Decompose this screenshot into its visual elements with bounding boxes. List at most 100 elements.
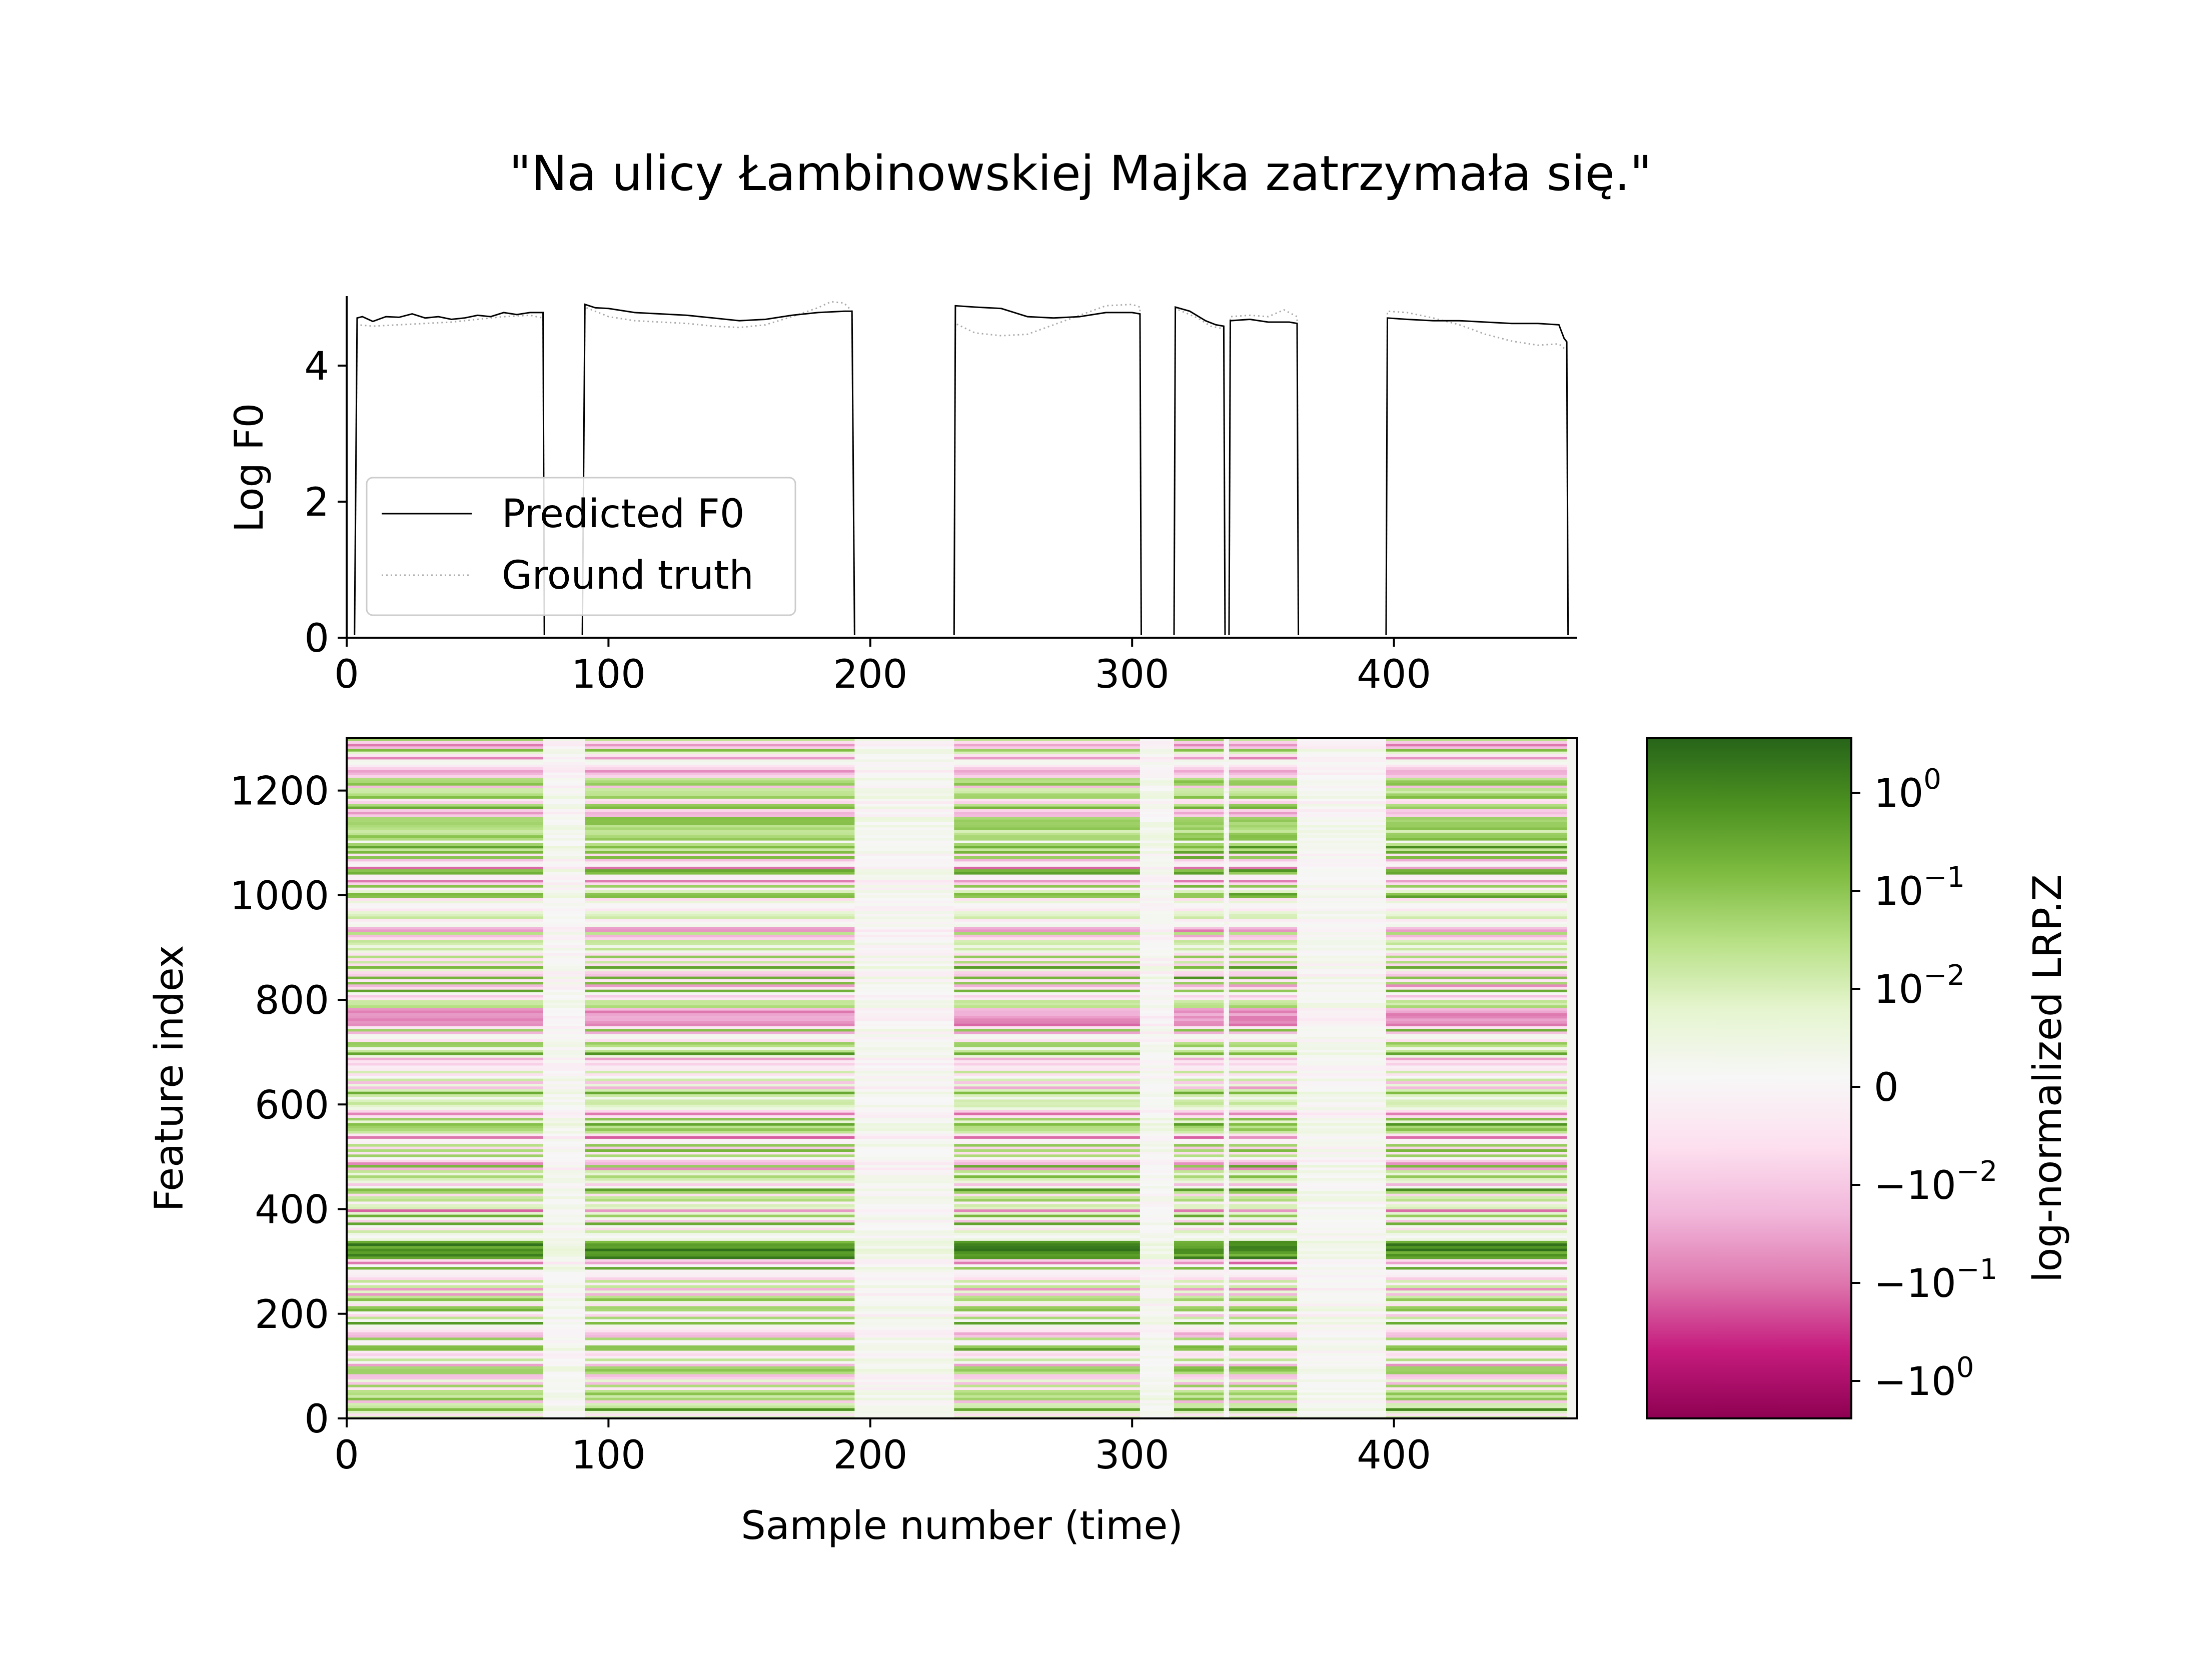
heatmap-cell: [1229, 989, 1298, 992]
heatmap-cell: [1229, 835, 1298, 838]
heatmap-cell: [543, 827, 585, 830]
heatmap-cell: [543, 1070, 585, 1074]
heatmap-cell: [1140, 1073, 1175, 1076]
heatmap-cell: [1297, 900, 1387, 904]
f0-x-tick-label: 200: [833, 652, 907, 697]
heatmap-cell: [954, 1227, 1141, 1230]
heatmap-cell: [1174, 1039, 1224, 1042]
heatmap-cell: [1140, 1300, 1175, 1304]
heatmap-cell: [1297, 1389, 1387, 1393]
heatmap-cell: [1140, 1295, 1175, 1298]
heatmap-cell: [585, 994, 855, 998]
heatmap-cell: [1174, 824, 1224, 828]
heatmap-cell: [1174, 1217, 1224, 1220]
heatmap-cell: [1140, 887, 1175, 890]
heatmap-cell: [1297, 1198, 1387, 1202]
heatmap-cell: [854, 762, 954, 765]
heatmap-cell: [543, 1410, 585, 1414]
heatmap-cell: [954, 1036, 1141, 1040]
heatmap-cell: [1174, 1316, 1224, 1319]
heatmap-cell: [1229, 1130, 1298, 1134]
heatmap-cell: [543, 1295, 585, 1298]
heatmap-cell: [1140, 814, 1175, 817]
heatmap-cell: [543, 890, 585, 893]
heatmap-cell: [954, 895, 1141, 898]
heatmap-cell: [1174, 1070, 1224, 1074]
heatmap-cell: [1386, 814, 1567, 817]
heatmap-cell: [1140, 1088, 1175, 1092]
heatmap-cell: [1386, 986, 1567, 990]
heatmap-cell: [1224, 1151, 1230, 1155]
heatmap-cell: [954, 1065, 1141, 1068]
heatmap-cell: [1229, 1109, 1298, 1113]
heatmap-cell: [1297, 1211, 1387, 1215]
heatmap-cell: [1386, 945, 1567, 948]
heatmap-cell: [347, 1217, 544, 1220]
heatmap-cell: [954, 1086, 1141, 1089]
heatmap-cell: [1140, 1015, 1175, 1019]
heatmap-cell: [954, 1130, 1141, 1134]
heatmap-cell: [854, 1013, 954, 1016]
heatmap-cell: [1224, 853, 1230, 856]
heatmap-cell: [347, 1044, 544, 1047]
heatmap-cell: [347, 913, 544, 917]
heatmap-cell: [1297, 1133, 1387, 1136]
heatmap-cell: [1174, 827, 1224, 830]
heatmap-cell: [585, 1340, 855, 1343]
heatmap-cell: [854, 866, 954, 870]
heatmap-cell: [854, 877, 954, 880]
heatmap-cell: [1224, 1211, 1230, 1215]
heatmap-cell: [854, 1415, 954, 1419]
heatmap-cell: [347, 963, 544, 966]
heatmap-cell: [954, 1240, 1141, 1244]
heatmap-cell: [1386, 1054, 1567, 1058]
heatmap-cell: [1229, 1156, 1298, 1160]
heatmap-cell: [854, 1041, 954, 1045]
heatmap-cell: [1224, 856, 1230, 859]
heatmap-cell: [1297, 1149, 1387, 1152]
heatmap-cell: [954, 830, 1141, 833]
heatmap-cell: [1386, 1088, 1567, 1092]
heatmap-cell: [1140, 1214, 1175, 1217]
heatmap-cell: [1140, 1251, 1175, 1254]
heatmap-cell: [1297, 1392, 1387, 1395]
heatmap-cell: [1140, 754, 1175, 757]
heatmap-cell: [954, 1102, 1141, 1105]
f0-x-tick-label: 400: [1357, 652, 1431, 697]
heatmap-cell: [1224, 1104, 1230, 1108]
heatmap-cell: [585, 1078, 855, 1081]
heatmap-cell: [1224, 1300, 1230, 1304]
heatmap-cell: [1140, 1190, 1175, 1194]
heatmap-cell: [585, 887, 855, 890]
heatmap-cell: [1297, 1337, 1387, 1340]
heatmap-cell: [854, 1109, 954, 1113]
heatmap-cell: [1224, 762, 1230, 765]
heatmap-cell: [954, 777, 1141, 781]
heatmap-cell: [1229, 1290, 1298, 1293]
heatmap-cell: [1174, 1360, 1224, 1364]
heatmap-cell: [543, 1402, 585, 1406]
heatmap-cell: [1140, 1170, 1175, 1173]
heatmap-cell: [1224, 903, 1230, 906]
heatmap-cell: [585, 890, 855, 893]
heatmap-cell: [543, 1211, 585, 1215]
heatmap-cell: [954, 1190, 1141, 1194]
heatmap-cell: [1140, 871, 1175, 875]
heatmap-cell: [854, 1070, 954, 1074]
heatmap-cell: [1140, 1138, 1175, 1142]
heatmap-cell: [854, 1316, 954, 1319]
heatmap-cell: [543, 1026, 585, 1029]
heatmap-cell: [1297, 762, 1387, 765]
heatmap-cell: [1297, 1156, 1387, 1160]
heatmap-cell: [1386, 1031, 1567, 1034]
heatmap-cell: [1224, 1120, 1230, 1123]
heatmap-cell: [1174, 1266, 1224, 1270]
heatmap-cell: [954, 1156, 1141, 1160]
heatmap-cell: [854, 1290, 954, 1293]
heatmap-cell: [585, 1214, 855, 1217]
heatmap-cell: [1174, 1326, 1224, 1330]
heatmap-cell: [1174, 1146, 1224, 1149]
heatmap-cell: [1224, 1214, 1230, 1217]
heatmap-cell: [1229, 1091, 1298, 1094]
